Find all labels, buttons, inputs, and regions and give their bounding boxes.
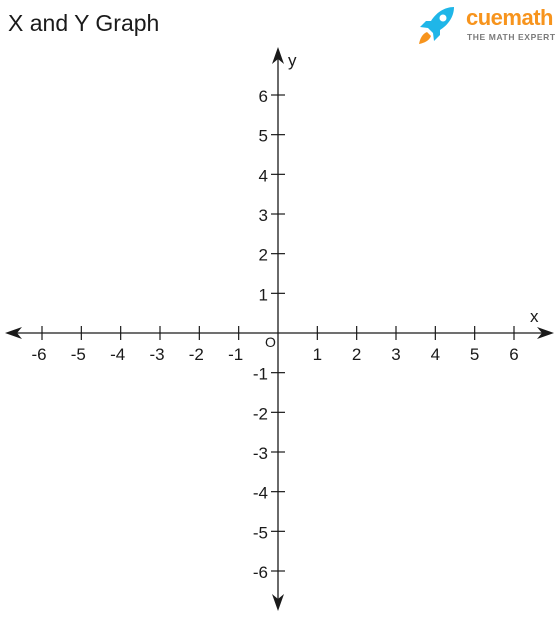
y-tick-label: -6 (253, 563, 268, 582)
brand-logo: cuemath THE MATH EXPERT (414, 3, 558, 47)
y-tick-label: -1 (253, 365, 268, 384)
y-axis (272, 47, 284, 611)
y-tick-label: 1 (259, 285, 268, 304)
brand-name: cuemath (466, 5, 553, 30)
page-title: X and Y Graph (8, 10, 160, 36)
x-tick-label: -3 (149, 345, 164, 364)
y-tick-label: -5 (253, 523, 268, 542)
rocket-icon (419, 7, 454, 44)
y-tick-label: 4 (259, 166, 268, 185)
x-tick-label: 1 (313, 345, 322, 364)
x-tick-label: 4 (431, 345, 440, 364)
y-tick-label: -3 (253, 444, 268, 463)
y-tick-label: 3 (259, 206, 268, 225)
x-tick-label: 5 (470, 345, 479, 364)
y-tick-label: 6 (259, 87, 268, 106)
x-tick-marks: -6 -5 -4 -3 -2 -1 1 2 3 4 5 6 (31, 326, 519, 364)
origin-label: O (265, 334, 276, 350)
x-tick-label: -4 (110, 345, 125, 364)
x-axis-label: x (530, 307, 539, 326)
x-tick-label: 2 (352, 345, 361, 364)
x-tick-label: 3 (391, 345, 400, 364)
y-tick-label: 2 (259, 246, 268, 265)
y-tick-marks: 6 5 4 3 2 1 -1 -2 -3 -4 -5 -6 (253, 87, 285, 582)
x-tick-label: -6 (31, 345, 46, 364)
y-axis-label: y (288, 51, 297, 70)
x-tick-label: 6 (509, 345, 518, 364)
x-tick-label: -2 (189, 345, 204, 364)
x-tick-label: -5 (71, 345, 86, 364)
x-tick-label: -1 (228, 345, 243, 364)
y-tick-label: -4 (253, 484, 268, 503)
y-tick-label: 5 (259, 127, 268, 146)
brand-tagline: THE MATH EXPERT (467, 32, 556, 42)
y-tick-label: -2 (253, 404, 268, 423)
x-axis (5, 327, 554, 339)
